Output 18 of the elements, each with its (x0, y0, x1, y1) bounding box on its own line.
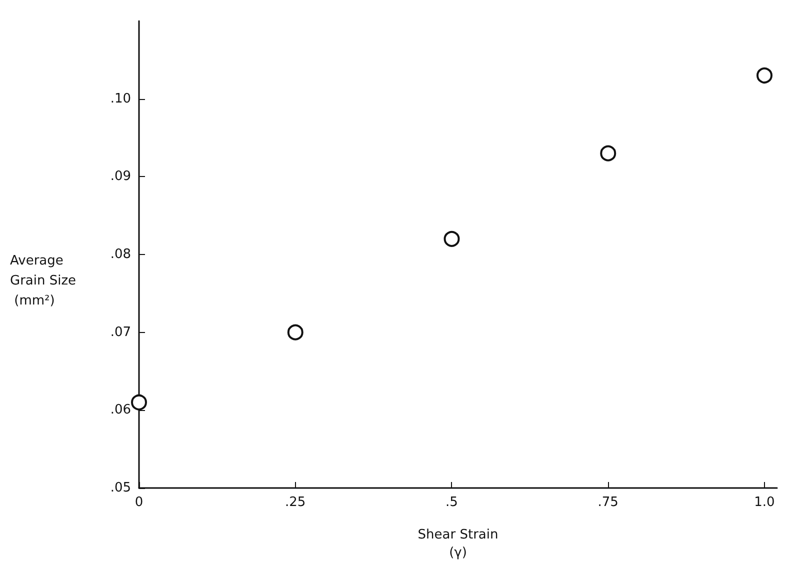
point (444, 230, 460, 247)
x-tick-label: .75 (598, 495, 618, 510)
point (131, 394, 147, 410)
y-tick-label: .07 (110, 324, 131, 340)
x-tick-label: .25 (285, 495, 306, 510)
x-tick-label: .5 (446, 495, 458, 510)
y-tick-label: .05 (110, 480, 131, 496)
y-axis-title: Average Grain Size (mm²) (10, 254, 76, 308)
x-axis-title: Shear Strain (γ) (418, 528, 498, 560)
x-tick-label: 1.0 (754, 495, 775, 510)
point (287, 324, 304, 340)
point (600, 145, 616, 162)
y-tick-label: .10 (110, 91, 131, 106)
x-tick-label: 0 (134, 495, 144, 510)
y-tick-label: .09 (110, 169, 131, 184)
point (756, 67, 772, 84)
y-tick-label: .06 (110, 402, 131, 418)
y-tick-label: .08 (110, 247, 131, 262)
